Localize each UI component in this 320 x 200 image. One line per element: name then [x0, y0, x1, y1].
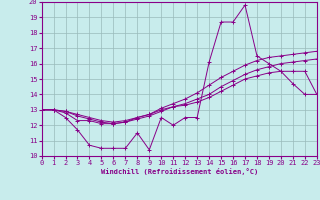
X-axis label: Windchill (Refroidissement éolien,°C): Windchill (Refroidissement éolien,°C) [100, 168, 258, 175]
